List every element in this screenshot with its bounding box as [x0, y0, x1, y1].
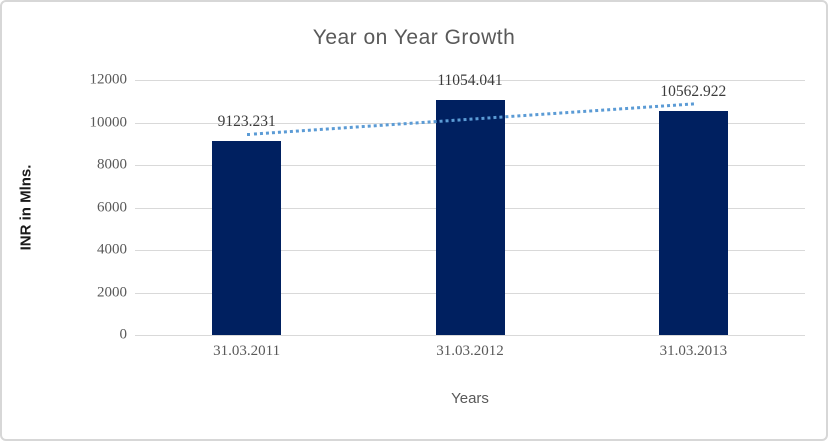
plot-area: 0 2000 4000 6000 8000 10000 12000 9123.231 31.03…	[90, 72, 805, 359]
y-tick-label: 8000	[97, 156, 127, 173]
x-tick-label: 31.03.2013	[659, 343, 728, 359]
bar[interactable]	[658, 110, 728, 335]
y-axis-title: INR in Mlns.	[17, 164, 35, 251]
x-tick-label: 31.03.2012	[436, 343, 504, 359]
y-tick-label: 10000	[89, 114, 128, 130]
gridline	[135, 80, 805, 81]
bar-value-label: 10562.922	[660, 82, 727, 100]
y-tick-label: 12000	[89, 71, 128, 88]
y-tick-label: 4000	[97, 241, 127, 258]
y-tick-label: 6000	[97, 199, 127, 215]
x-tick-label: 31.03.2011	[213, 343, 281, 359]
bar-value-label: 9123.231	[217, 113, 276, 131]
bar[interactable]	[435, 100, 505, 335]
gridline	[135, 335, 805, 336]
x-axis-title: Years	[451, 390, 489, 407]
bar-value-label: 11054.041	[437, 72, 503, 90]
y-tick-label: 2000	[97, 284, 127, 300]
chart-title: Year on Year Growth	[312, 26, 516, 49]
y-tick-label: 0	[119, 326, 128, 343]
bar[interactable]	[212, 141, 282, 335]
